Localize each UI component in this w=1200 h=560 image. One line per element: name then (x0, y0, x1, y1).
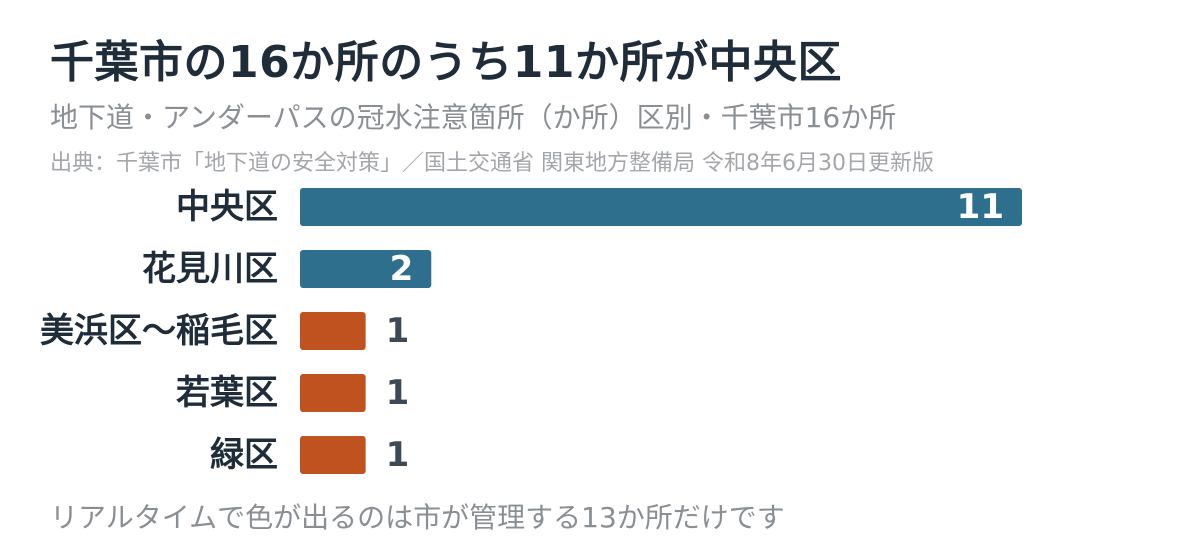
category-label: 美浜区〜稲毛区 (40, 311, 278, 351)
category-label: 花見川区 (142, 249, 278, 289)
value-label: 11 (957, 187, 1004, 227)
chart-note: リアルタイムで色が出るのは市が管理する13か所だけです (50, 501, 785, 534)
category-label: 中央区 (176, 187, 278, 227)
category-label: 緑区 (210, 435, 278, 475)
bar (300, 250, 432, 288)
chart-title: 千葉市の16か所のうち11か所が中央区 (50, 37, 842, 88)
value-label: 1 (386, 435, 410, 475)
value-label: 1 (386, 311, 410, 351)
bar (300, 436, 366, 474)
bar (300, 374, 366, 412)
chart-subtitle: 地下道・アンダーパスの冠水注意箇所（か所）区別・千葉市16か所 (50, 101, 897, 134)
value-label: 2 (390, 249, 414, 289)
value-label: 1 (386, 373, 410, 413)
chart-source: 出典：千葉市「地下道の安全対策」／国土交通省 関東地方整備局 令和8年6月30日… (50, 151, 934, 176)
bar (300, 312, 366, 350)
category-label: 若葉区 (176, 373, 278, 413)
bar (300, 188, 1022, 226)
